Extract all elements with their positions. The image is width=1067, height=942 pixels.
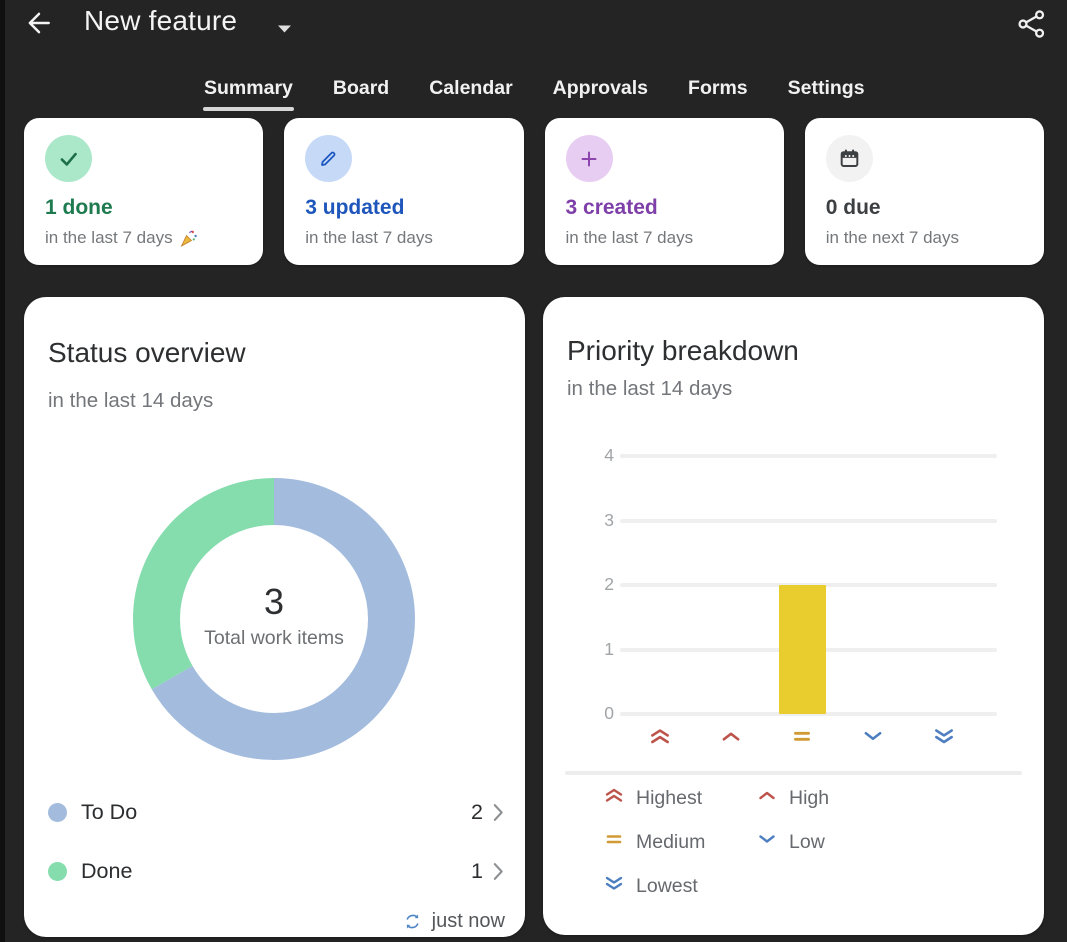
priority-breakdown-card: Priority breakdown in the last 14 days 4… [543,297,1044,935]
priority-highest-icon [603,786,625,810]
share-icon [1018,10,1045,38]
stat-card-updated[interactable]: 3 updated in the last 7 days [284,118,524,265]
stat-subtitle-text: in the last 7 days [565,228,694,247]
check-icon [60,152,77,166]
status-row-value: 1 [471,858,483,883]
priority-highest-icon [648,726,672,746]
y-tick: 1 [604,638,614,659]
gridline [620,712,997,716]
donut-total-value: 3 [263,581,285,622]
tab-bar: Summary Board Calendar Approvals Forms S… [203,77,865,111]
card-title: Priority breakdown [567,335,799,366]
share-button[interactable] [1015,7,1047,41]
status-row-done[interactable]: Done 1 [48,849,504,893]
calendar-icon [840,149,859,167]
priority-low-icon [756,830,778,854]
legend-label: Medium [636,830,706,853]
y-tick: 3 [604,509,614,530]
y-tick: 4 [604,445,614,465]
last-updated-text: just now [431,910,505,932]
donut-chart [133,478,415,760]
tab-calendar[interactable]: Calendar [429,77,512,111]
card-title: Status overview [48,337,246,368]
stat-subtitle: in the next 7 days [826,228,1023,248]
priority-high-icon [756,786,778,810]
priority-medium-icon [790,726,814,746]
tab-approvals[interactable]: Approvals [553,77,648,111]
stat-card-created[interactable]: 3 created in the last 7 days [544,118,784,265]
tab-label: Calendar [429,77,513,99]
card-subtitle: in the last 14 days [48,389,214,412]
priority-low-icon [861,726,885,746]
todo-color-dot [48,802,67,822]
tab-settings[interactable]: Settings [788,77,865,111]
refresh-icon [405,914,419,929]
y-tick: 2 [604,574,614,594]
tab-summary[interactable]: Summary [203,77,294,111]
status-row-label: Done [81,858,133,883]
updated-circle [305,135,353,182]
tab-label: Board [332,77,390,99]
tab-board[interactable]: Board [333,77,389,111]
priority-high-icon [719,726,743,746]
tab-label: Summary [204,77,293,99]
tab-forms[interactable]: Forms [688,77,748,111]
stat-title: 3 updated [305,196,405,219]
screen-edge [0,0,5,942]
status-row-value: 2 [471,799,483,824]
legend-divider [565,771,1022,775]
bar-medium [778,585,826,714]
priority-lowest-icon [932,726,956,746]
legend-label: High [789,786,830,809]
legend-item-medium: Medium [603,830,705,854]
legend-item-highest: Highest [603,786,702,810]
legend-label: Low [789,830,825,853]
legend-label: Highest [636,786,703,809]
stat-subtitle-text: in the last 7 days [305,228,433,247]
refresh-status[interactable]: just now [404,910,505,933]
tab-label: Settings [787,77,865,99]
done-circle [45,135,92,182]
donut-total-label: Total work items [204,627,344,649]
party-popper-icon [180,230,197,247]
chevron-right-icon [493,862,503,880]
stat-title: 3 created [565,196,658,219]
back-arrow-icon [28,12,50,34]
created-circle [565,135,613,182]
chevron-down-icon[interactable] [277,20,292,38]
stat-subtitle: in the last 7 days [566,228,763,248]
status-row-label: To Do [81,799,138,824]
y-tick: 0 [604,703,614,723]
stat-subtitle-text: in the last 7 days [45,228,173,247]
stat-subtitle-text: in the next 7 days [825,228,960,247]
legend-label: Lowest [636,874,698,897]
priority-lowest-icon [603,874,625,898]
tab-label: Forms [688,77,748,99]
gridline [620,518,997,523]
gridline [620,454,997,458]
page-title[interactable]: New feature [84,5,238,36]
chevron-right-icon [493,803,503,821]
stat-card-done[interactable]: 1 done in the last 7 days [24,118,264,265]
priority-medium-icon [603,830,625,854]
back-button[interactable] [25,9,53,37]
status-overview-card: Status overview in the last 14 days 3 To… [24,297,525,937]
legend-item-low: Low [756,830,825,854]
tab-label: Approvals [552,77,649,99]
pencil-icon [321,151,336,166]
status-row-todo[interactable]: To Do 2 [48,790,504,834]
done-color-dot [48,861,67,881]
legend-item-lowest: Lowest [603,874,698,898]
card-subtitle: in the last 14 days [567,377,733,400]
stat-title: 1 done [45,196,113,219]
due-circle [825,135,873,182]
plus-icon [581,151,597,166]
stat-subtitle: in the last 7 days [305,228,502,248]
stat-card-due[interactable]: 0 due in the next 7 days [804,118,1044,265]
stat-title: 0 due [825,196,881,219]
legend-item-high: High [756,786,829,810]
stat-subtitle: in the last 7 days [45,228,242,248]
stat-card-row: 1 done in the last 7 days 3 updated [24,118,1044,265]
